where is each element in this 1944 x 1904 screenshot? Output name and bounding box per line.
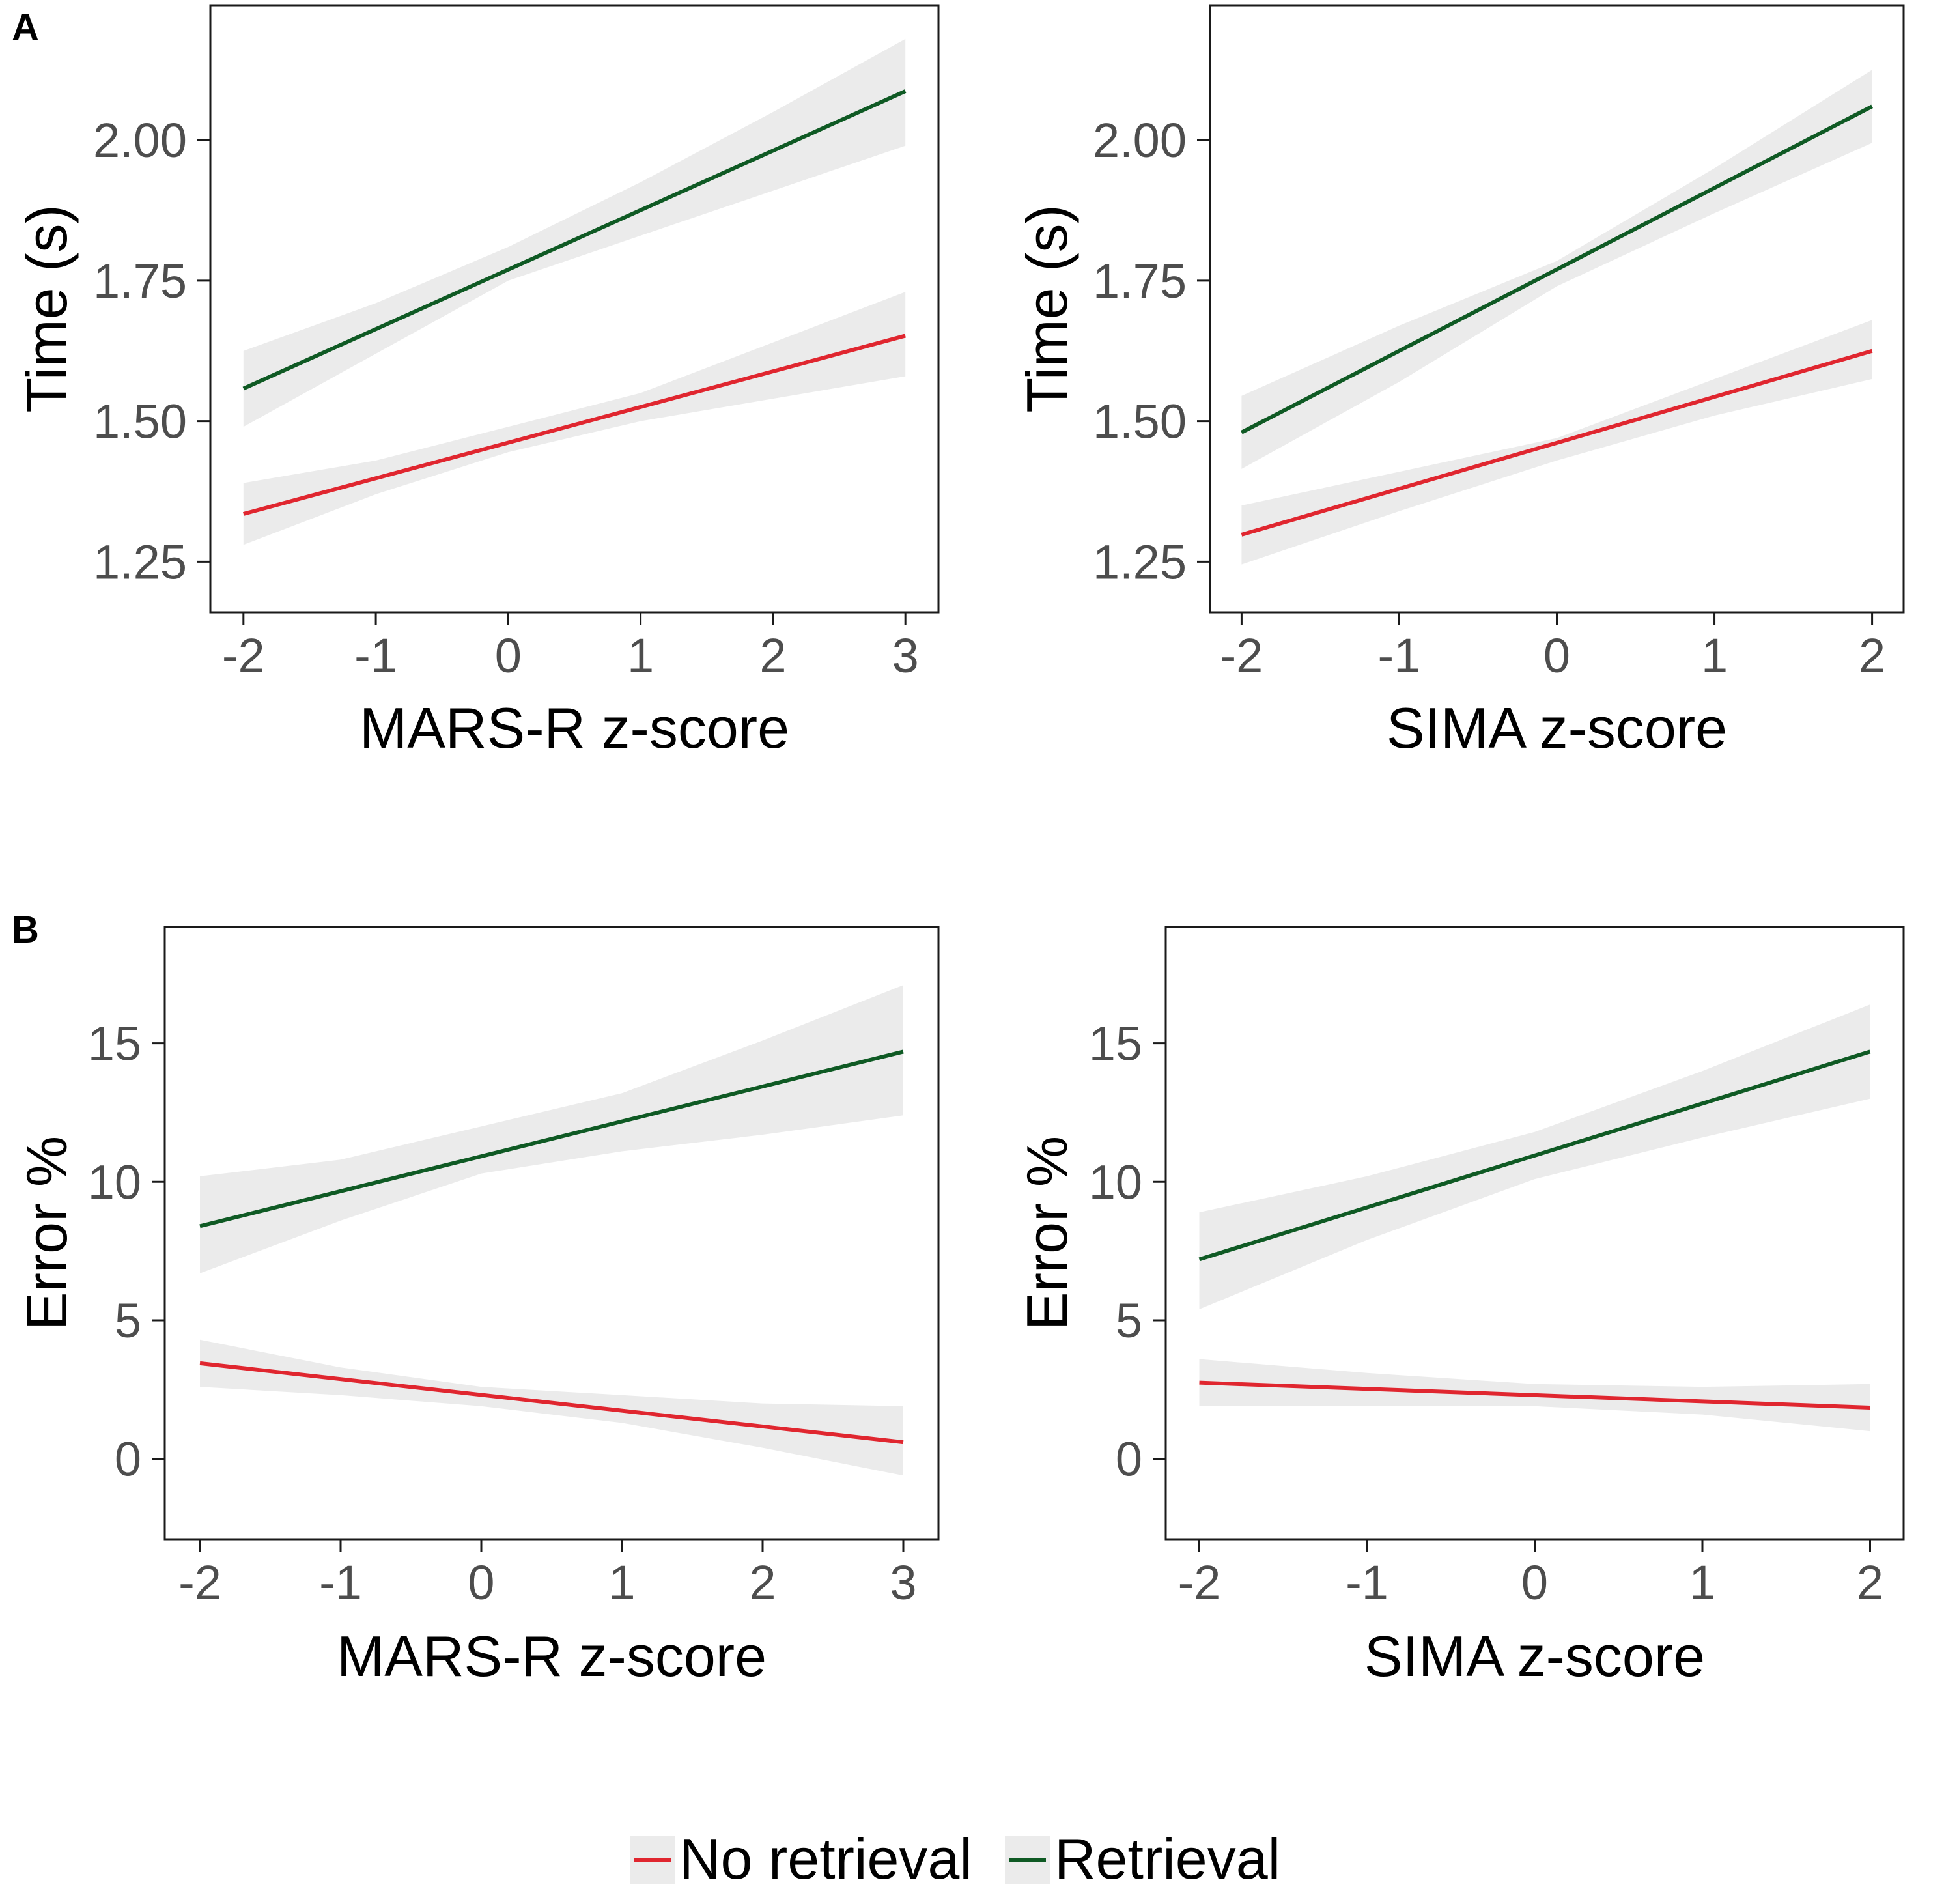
chart-panel-2: -2 -1 0 1 2 1.25 1.50 1.75 2.00 SIMA z-score Time … — [1015, 4, 1905, 760]
chart-panel-3: -2 -1 0 1 2 3 0 5 10 15 MARS-R z-score Error % B — [12, 909, 940, 1688]
x-tick-label: 0 — [495, 629, 522, 683]
legend-item-retrieval: Retrieval — [1005, 1826, 1280, 1891]
confidence-band-retrieval — [243, 38, 906, 427]
x-tick-label: 0 — [468, 1556, 494, 1610]
series-line-retrieval — [242, 89, 907, 391]
legend-label: No retrieval — [679, 1826, 972, 1891]
x-axis-label: SIMA z-score — [1364, 1624, 1705, 1688]
x-tick-label: -2 — [178, 1556, 221, 1610]
x-tick-label: 2 — [1859, 629, 1885, 683]
y-tick-label: 1.25 — [93, 535, 187, 589]
plot-frame — [163, 926, 940, 1541]
series-line-retrieval — [1241, 104, 1873, 434]
x-tick-label: -2 — [1178, 1556, 1221, 1610]
x-tick-label: 1 — [1689, 1556, 1715, 1610]
series-line-no-retrieval — [243, 334, 906, 516]
legend-label: Retrieval — [1054, 1826, 1280, 1891]
chart-panel-4: -2 -1 0 1 2 0 5 10 15 SIMA z-score Error % — [1015, 926, 1905, 1688]
x-tick-label: 0 — [1543, 629, 1570, 683]
x-axis-label: SIMA z-score — [1387, 696, 1727, 760]
x-tick-label: 0 — [1521, 1556, 1548, 1610]
x-axis-label: MARS-R z-score — [359, 696, 789, 760]
series-line-no-retrieval — [1199, 1380, 1870, 1410]
confidence-band-no-retrieval — [200, 1339, 903, 1476]
y-tick-label: 1.50 — [93, 395, 187, 449]
x-tick-label: -2 — [1220, 629, 1263, 683]
x-tick-label: -2 — [222, 629, 265, 683]
chart-panel-1: -2 -1 0 1 2 3 1.25 1.50 1.75 2.00 MARS-R z-score Ti… — [12, 4, 940, 760]
x-tick-label: 2 — [759, 629, 786, 683]
x-tick-label: -1 — [354, 629, 397, 683]
y-tick-label: 10 — [1089, 1155, 1142, 1209]
confidence-band-no-retrieval — [243, 292, 906, 545]
series-line-retrieval — [1198, 1049, 1871, 1262]
y-tick-label: 2.00 — [93, 113, 187, 167]
y-tick-label: 0 — [1116, 1432, 1142, 1486]
x-tick-label: 1 — [627, 629, 654, 683]
x-tick-label: 2 — [749, 1556, 776, 1610]
x-tick-label: 1 — [1701, 629, 1728, 683]
y-axis-label: Time (s) — [1015, 205, 1079, 412]
x-tick-label: -1 — [1378, 629, 1421, 683]
legend-item-no-retrieval: No retrieval — [630, 1826, 972, 1891]
x-tick-label: 3 — [892, 629, 919, 683]
y-tick-label: 1.25 — [1093, 535, 1187, 589]
y-axis-label: Error % — [14, 1136, 79, 1330]
legend: No retrieval Retrieval — [630, 1826, 1280, 1891]
x-tick-label: 2 — [1857, 1556, 1883, 1610]
y-tick-label: 0 — [115, 1432, 141, 1486]
plot-frame — [209, 4, 940, 614]
y-tick-label: 5 — [1116, 1294, 1142, 1348]
x-tick-label: 3 — [890, 1556, 916, 1610]
y-tick-label: 15 — [1089, 1017, 1142, 1071]
series-line-no-retrieval — [199, 1361, 904, 1445]
panel-letter: A — [12, 7, 39, 49]
y-tick-label: 1.50 — [1093, 395, 1187, 449]
confidence-band-retrieval — [200, 985, 903, 1273]
y-tick-label: 1.75 — [1093, 254, 1187, 308]
y-tick-label: 10 — [88, 1155, 141, 1209]
x-axis-label: MARS-R z-score — [337, 1624, 767, 1688]
y-axis-label: Time (s) — [14, 205, 79, 412]
x-tick-label: -1 — [1345, 1556, 1388, 1610]
y-tick-label: 2.00 — [1093, 113, 1187, 167]
y-axis-label: Error % — [1015, 1136, 1079, 1330]
y-tick-label: 1.75 — [93, 254, 187, 308]
x-tick-label: 1 — [608, 1556, 635, 1610]
series-line-retrieval — [199, 1049, 904, 1229]
y-tick-label: 15 — [88, 1017, 141, 1071]
panel-letter: B — [12, 909, 39, 951]
y-tick-label: 5 — [115, 1294, 141, 1348]
x-tick-label: -1 — [319, 1556, 362, 1610]
series-line-no-retrieval — [1241, 348, 1873, 537]
